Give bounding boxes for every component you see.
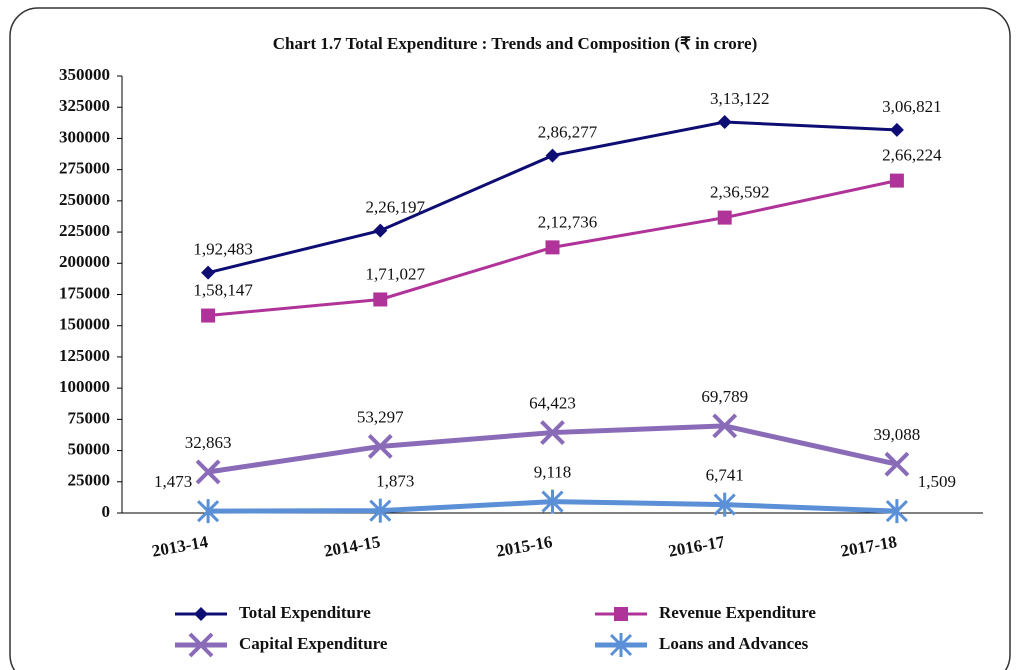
data-label: 2,36,592 <box>710 183 770 202</box>
y-tick-label: 250000 <box>59 190 110 209</box>
marker <box>545 240 560 255</box>
y-tick-label: 275000 <box>59 159 110 178</box>
marker <box>195 459 221 485</box>
marker <box>373 223 388 238</box>
marker <box>545 148 560 163</box>
data-label: 39,088 <box>874 425 921 444</box>
y-tick-label: 225000 <box>59 221 110 240</box>
data-label: 1,92,483 <box>193 240 253 259</box>
marker <box>201 265 216 280</box>
y-tick-label: 100000 <box>59 377 110 396</box>
data-label: 2,26,197 <box>366 197 426 216</box>
chart-title: Chart 1.7 Total Expenditure : Trends and… <box>273 34 758 53</box>
data-label: 53,297 <box>357 407 404 426</box>
legend-label: Capital Expenditure <box>239 634 388 653</box>
legend-label: Total Expenditure <box>239 603 371 622</box>
marker <box>614 607 628 621</box>
data-label: 2,12,736 <box>538 212 598 231</box>
marker <box>201 308 216 323</box>
y-tick-label: 300000 <box>59 127 110 146</box>
marker <box>369 498 392 523</box>
data-label: 1,71,027 <box>366 264 426 283</box>
y-tick-label: 200000 <box>59 252 110 271</box>
data-label: 64,423 <box>529 393 576 412</box>
y-tick-label: 0 <box>102 502 111 521</box>
y-tick-label: 75000 <box>68 408 111 427</box>
marker <box>373 292 388 307</box>
data-label: 2,66,224 <box>882 146 942 165</box>
legend-label: Revenue Expenditure <box>659 603 816 622</box>
marker <box>197 499 220 524</box>
data-label: 2,86,277 <box>538 122 598 141</box>
y-tick-label: 150000 <box>59 315 110 334</box>
data-label: 1,509 <box>918 472 956 491</box>
marker <box>541 489 564 514</box>
legend-item: Total Expenditure <box>175 603 371 622</box>
marker <box>609 633 633 657</box>
marker <box>712 413 738 439</box>
data-label: 1,873 <box>376 472 414 491</box>
data-label: 32,863 <box>185 433 232 452</box>
chart-frame <box>9 7 1011 670</box>
marker <box>188 632 214 658</box>
legend-item: Revenue Expenditure <box>595 603 816 622</box>
data-label: 3,13,122 <box>710 89 770 108</box>
legend-item: Capital Expenditure <box>175 632 388 658</box>
data-label: 3,06,821 <box>882 97 942 116</box>
marker <box>717 115 732 130</box>
y-tick-label: 175000 <box>59 283 110 302</box>
marker <box>885 499 908 524</box>
y-tick-label: 25000 <box>68 471 111 490</box>
legend-label: Loans and Advances <box>659 634 809 653</box>
y-tick-label: 125000 <box>59 346 110 365</box>
data-label: 69,789 <box>701 387 748 406</box>
data-label: 6,741 <box>706 465 744 484</box>
data-label: 1,58,147 <box>193 280 253 299</box>
marker <box>540 420 565 445</box>
data-label: 9,118 <box>534 463 572 482</box>
data-label: 1,473 <box>154 472 192 491</box>
marker <box>884 451 910 477</box>
marker <box>194 607 208 621</box>
y-tick-label: 50000 <box>68 439 111 458</box>
marker <box>713 492 736 517</box>
y-tick-label: 325000 <box>59 96 110 115</box>
legend-item: Loans and Advances <box>595 633 809 657</box>
marker <box>367 434 393 459</box>
marker <box>889 173 904 188</box>
marker <box>889 122 904 137</box>
y-tick-label: 350000 <box>59 65 110 84</box>
marker <box>717 210 732 225</box>
